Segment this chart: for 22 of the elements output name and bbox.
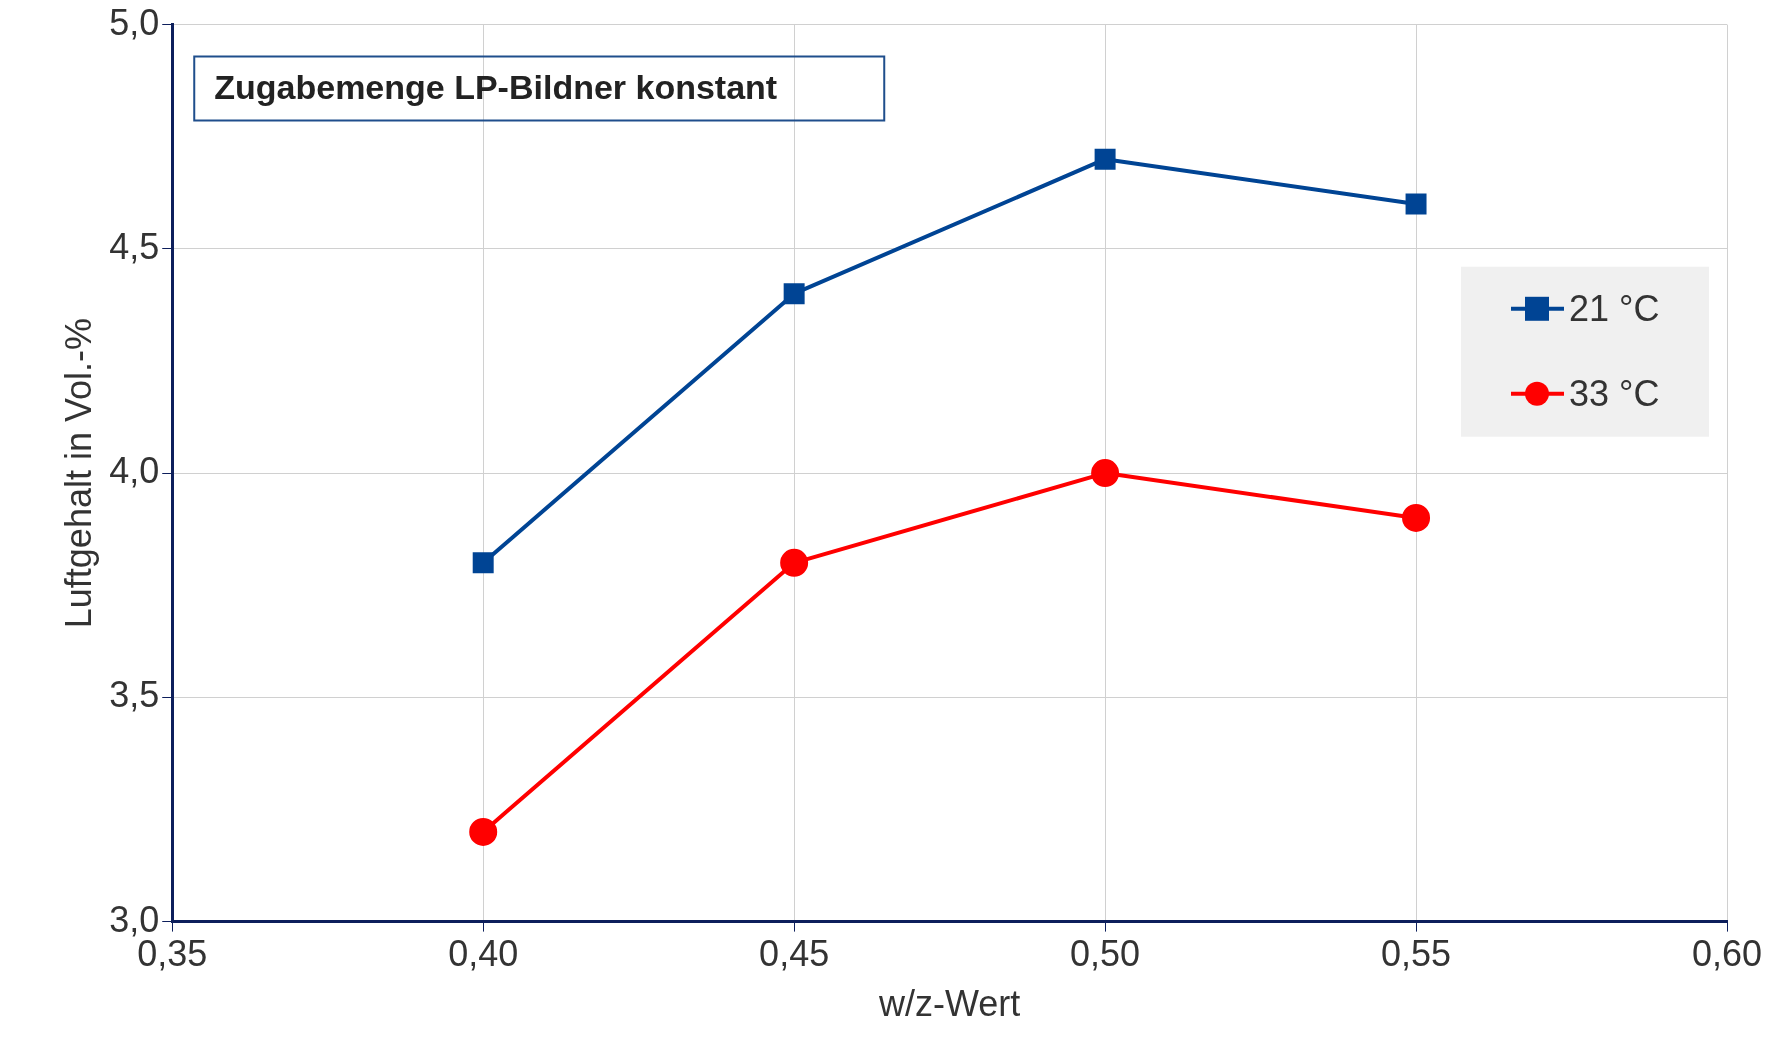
point xyxy=(1402,503,1431,532)
x-tick-label: 0,55 xyxy=(1381,933,1452,975)
point xyxy=(1091,459,1120,488)
annotation: Zugabemenge LP-Bildner konstant xyxy=(214,67,778,106)
point xyxy=(472,552,494,574)
point xyxy=(780,548,809,577)
point xyxy=(783,283,805,305)
point xyxy=(469,817,498,846)
y-tick-label: 4,5 xyxy=(109,225,160,267)
point xyxy=(1094,148,1116,170)
y-tick-label: 3,5 xyxy=(109,674,160,716)
y-tick-label: 5,0 xyxy=(109,1,160,43)
legend-label: 21 °C xyxy=(1569,287,1660,329)
x-tick-label: 0,45 xyxy=(759,933,830,975)
x-axis-title: w/z-Wert xyxy=(877,983,1021,1025)
y-tick-label: 4,0 xyxy=(109,450,160,492)
x-tick-label: 0,60 xyxy=(1691,933,1763,975)
legend-label: 33 °C xyxy=(1569,372,1660,414)
y-axis-title: Luftgehalt in Vol.-% xyxy=(57,318,99,629)
x-tick-label: 0,50 xyxy=(1070,933,1141,975)
x-tick-label: 0,40 xyxy=(448,933,519,975)
point xyxy=(1405,193,1427,215)
